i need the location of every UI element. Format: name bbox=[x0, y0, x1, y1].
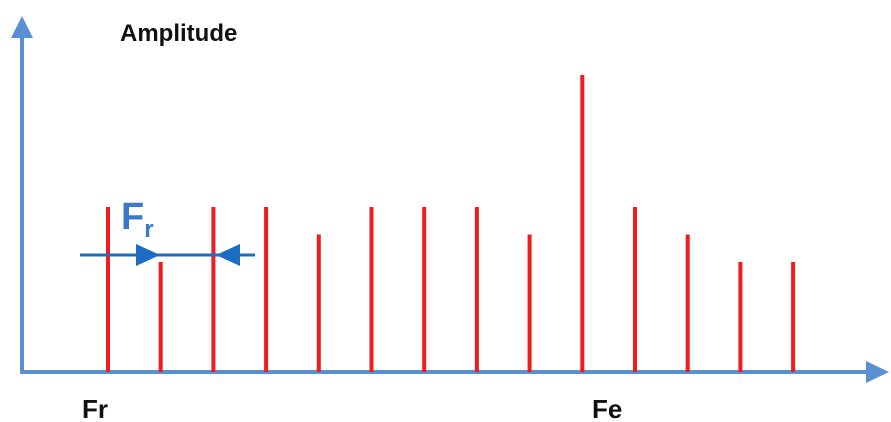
spacing-label: Fr bbox=[121, 196, 154, 243]
spacing-arrowhead-left bbox=[216, 244, 240, 266]
spectral-lines bbox=[106, 75, 796, 372]
x-label-fr: Fr bbox=[82, 394, 108, 422]
spacing-label-main: F bbox=[121, 196, 144, 238]
y-axis-arrowhead bbox=[11, 16, 33, 38]
x-axis-arrowhead bbox=[866, 361, 889, 383]
spacing-label-sub: r bbox=[144, 216, 153, 243]
y-axis-label: Amplitude bbox=[120, 20, 237, 47]
spacing-arrow bbox=[80, 244, 255, 266]
spacing-arrowhead-right bbox=[136, 244, 160, 266]
x-label-fe: Fe bbox=[592, 394, 622, 422]
